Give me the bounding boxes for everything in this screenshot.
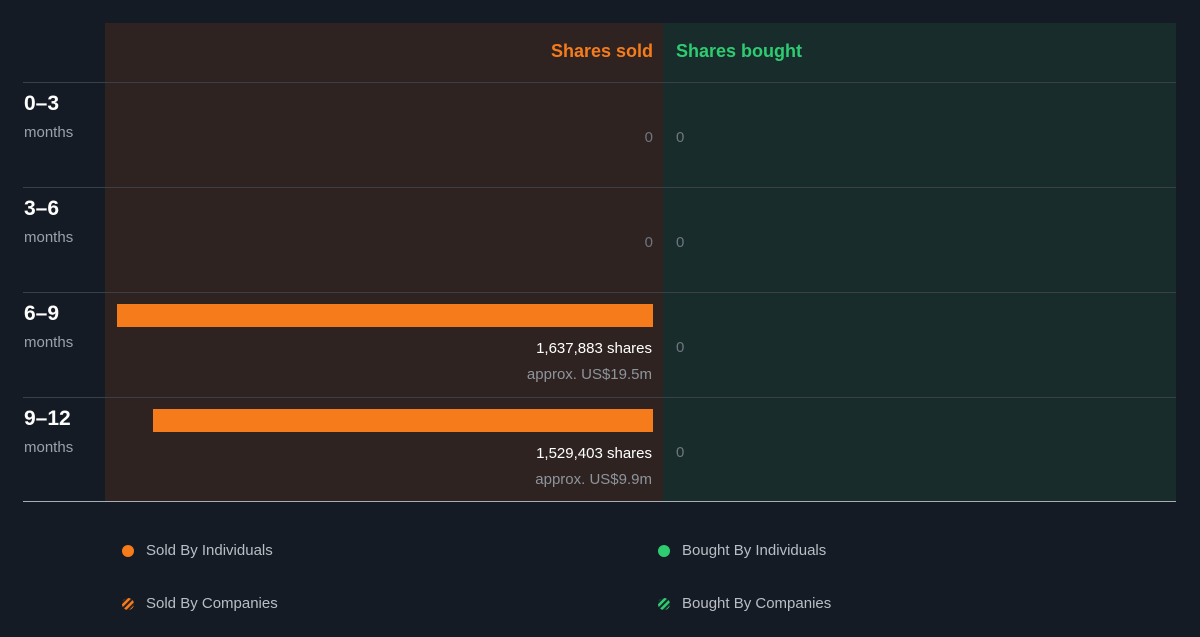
sold-value-0-3: 0	[644, 129, 653, 146]
row-range: 6–9	[24, 302, 60, 325]
orange-dot-icon	[122, 544, 134, 557]
row-divider	[23, 292, 1176, 293]
orange-hatched-dot-icon	[122, 597, 134, 610]
row-divider	[23, 187, 1176, 188]
sold-shares-9-12: 1,529,403 shares	[536, 445, 652, 462]
row-divider	[23, 82, 1176, 83]
sold-approx-6-9: approx. US$19.5m	[526, 366, 652, 383]
row-unit: months	[24, 229, 74, 246]
legend-label: Sold By Companies	[146, 595, 278, 612]
shares-sold-header: Shares sold	[550, 41, 653, 61]
row-label-0-3: 0–3 months	[24, 92, 73, 141]
green-hatched-dot-icon	[658, 597, 670, 610]
row-label-3-6: 3–6 months	[24, 197, 73, 246]
sold-bar-9-12	[152, 409, 653, 432]
row-unit: months	[24, 439, 74, 456]
shares-bought-header: Shares bought	[676, 41, 803, 61]
legend-bought-individuals: Bought By Individuals	[658, 542, 826, 559]
row-range: 0–3	[24, 92, 60, 115]
row-unit: months	[24, 124, 74, 141]
legend-label: Bought By Individuals	[682, 542, 827, 559]
row-label-9-12: 9–12 months	[24, 407, 73, 456]
sold-bar-6-9	[117, 304, 653, 327]
sold-value-3-6: 0	[644, 234, 653, 251]
bottom-axis-line	[23, 501, 1176, 502]
legend-bought-companies: Bought By Companies	[658, 595, 831, 612]
row-unit: months	[24, 334, 74, 351]
legend-sold-individuals: Sold By Individuals	[122, 542, 273, 559]
legend-label: Sold By Individuals	[146, 542, 273, 559]
legend-sold-companies: Sold By Companies	[122, 595, 278, 612]
row-label-6-9: 6–9 months	[24, 302, 73, 351]
legend-label: Bought By Companies	[682, 595, 832, 612]
row-range: 9–12	[24, 407, 71, 430]
bought-value-6-9: 0	[676, 339, 685, 356]
green-dot-icon	[658, 544, 670, 557]
row-divider	[23, 397, 1176, 398]
row-range: 3–6	[24, 197, 60, 220]
sold-approx-9-12: approx. US$9.9m	[535, 471, 652, 488]
bought-value-3-6: 0	[676, 234, 685, 251]
bought-value-9-12: 0	[676, 444, 685, 461]
bought-value-0-3: 0	[676, 129, 685, 146]
bought-panel	[663, 23, 1176, 501]
sold-shares-6-9: 1,637,883 shares	[536, 340, 652, 357]
